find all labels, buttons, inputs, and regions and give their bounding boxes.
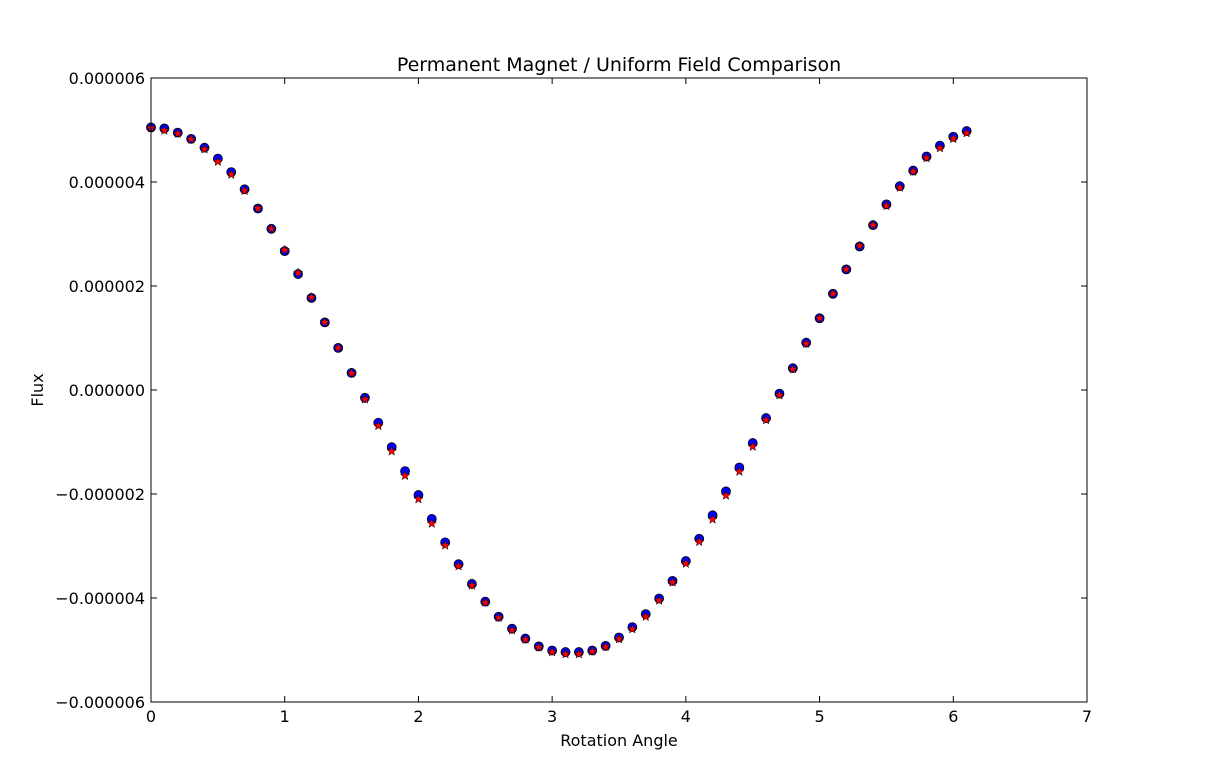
y-tick-label: 0.000002 (69, 277, 145, 296)
y-axis-label: Flux (28, 373, 47, 406)
y-tick-label: 0.000006 (69, 69, 145, 88)
x-tick-label: 2 (413, 707, 423, 726)
x-tick-label: 3 (547, 707, 557, 726)
chart-title: Permanent Magnet / Uniform Field Compari… (397, 54, 841, 76)
y-tick-label: −0.000006 (55, 693, 145, 712)
x-tick-label: 6 (948, 707, 958, 726)
x-tick-label: 5 (814, 707, 824, 726)
x-tick-label: 0 (146, 707, 156, 726)
x-axis-label: Rotation Angle (560, 731, 678, 750)
x-tick-label: 4 (681, 707, 691, 726)
x-tick-label: 1 (280, 707, 290, 726)
x-tick-label: 7 (1082, 707, 1092, 726)
y-tick-label: 0.000004 (69, 173, 145, 192)
y-tick-label: −0.000004 (55, 589, 145, 608)
y-tick-label: −0.000002 (55, 485, 145, 504)
y-tick-label: 0.000000 (69, 381, 145, 400)
